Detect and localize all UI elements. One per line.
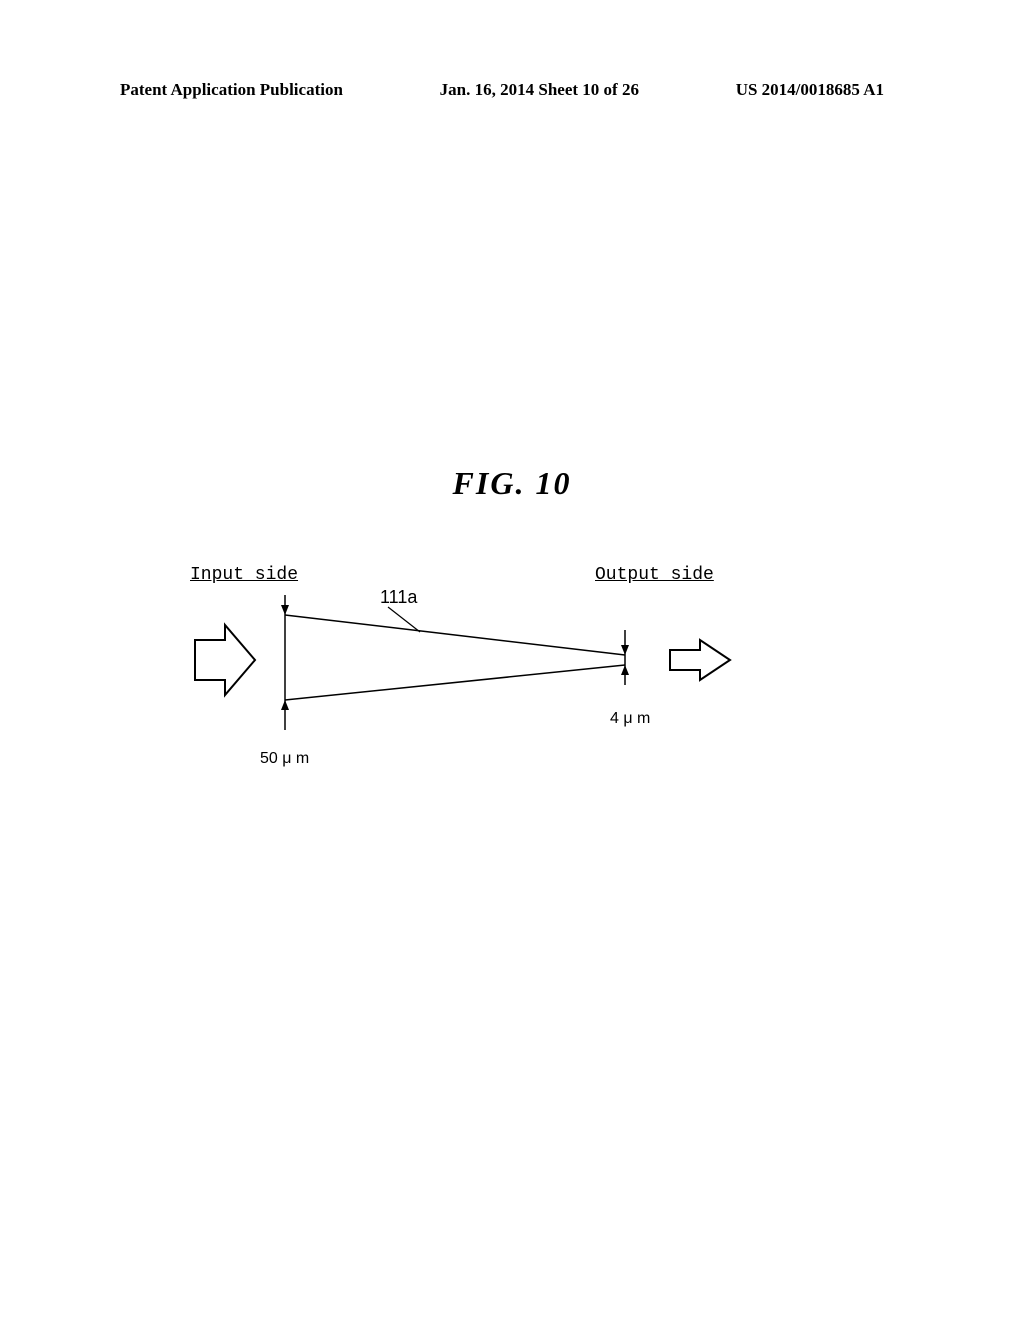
figure-diagram: Input side Output side 111a 50 μ m 4 μ m: [180, 555, 840, 795]
taper-bottom-line: [285, 665, 625, 700]
page-header: Patent Application Publication Jan. 16, …: [0, 80, 1024, 100]
input-arrow-icon: [195, 625, 255, 695]
header-date-sheet: Jan. 16, 2014 Sheet 10 of 26: [440, 80, 639, 100]
header-publication: Patent Application Publication: [120, 80, 343, 100]
right-dim-arrow-down: [621, 645, 629, 655]
figure-title: FIG. 10: [0, 465, 1024, 502]
left-dim-arrow-down: [281, 605, 289, 615]
taper-top-line: [285, 615, 625, 655]
right-dim-arrow-up: [621, 665, 629, 675]
left-dim-arrow-up: [281, 700, 289, 710]
header-patent-number: US 2014/0018685 A1: [736, 80, 884, 100]
output-arrow-icon: [670, 640, 730, 680]
taper-svg: [180, 555, 840, 795]
